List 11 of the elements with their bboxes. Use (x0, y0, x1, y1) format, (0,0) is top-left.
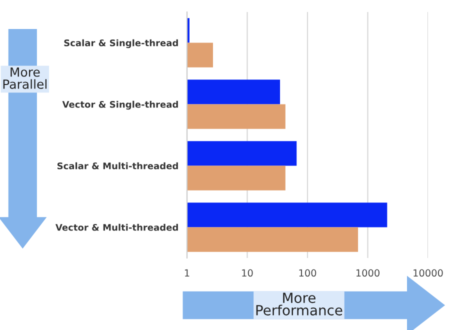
x-tick-label: 1000 (356, 269, 380, 277)
y-tick-label: Vector & Multi-threaded (56, 224, 178, 231)
y-tick-label: Scalar & Single-thread (64, 39, 178, 48)
x-tick-label: 10000 (414, 269, 443, 277)
x-tick-label: 10 (242, 269, 253, 277)
text: More Performance (256, 292, 342, 316)
y-tick-label: Scalar & Multi-threaded (57, 162, 178, 170)
text: More Parallel (3, 67, 47, 89)
y-tick-label: Vector & Single-thread (62, 100, 178, 110)
x-tick-label: 1 (184, 269, 190, 276)
x-tick-label: 100 (299, 269, 316, 277)
